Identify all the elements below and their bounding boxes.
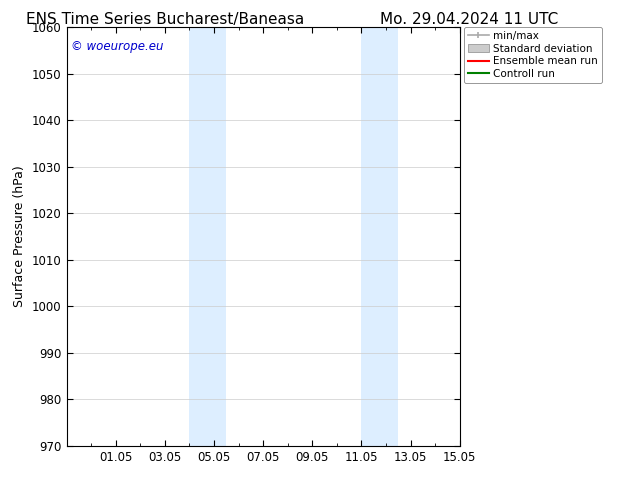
Text: Mo. 29.04.2024 11 UTC: Mo. 29.04.2024 11 UTC xyxy=(380,12,559,27)
Bar xyxy=(361,27,398,446)
Legend: min/max, Standard deviation, Ensemble mean run, Controll run: min/max, Standard deviation, Ensemble me… xyxy=(463,27,602,83)
Y-axis label: Surface Pressure (hPa): Surface Pressure (hPa) xyxy=(13,166,27,307)
Text: ENS Time Series Bucharest/Baneasa: ENS Time Series Bucharest/Baneasa xyxy=(26,12,304,27)
Bar xyxy=(190,27,226,446)
Text: © woeurope.eu: © woeurope.eu xyxy=(70,40,163,52)
